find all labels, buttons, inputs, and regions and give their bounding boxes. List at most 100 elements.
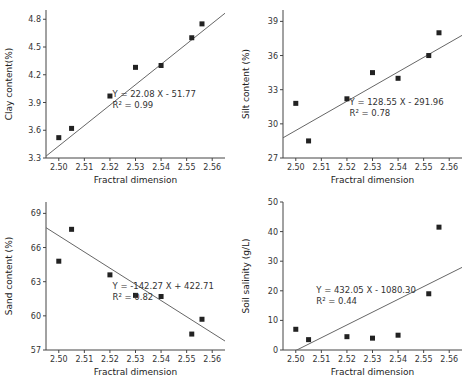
y-axis-label: Silt content (%) (241, 49, 251, 119)
x-tick-label: 2.54 (152, 163, 170, 172)
y-tick-label: 63 (31, 278, 41, 287)
x-tick (58, 158, 59, 161)
x-tick-label: 2.54 (389, 163, 407, 172)
y-tick-label: 33 (268, 86, 278, 95)
y-tick-label: 4.2 (28, 71, 41, 80)
x-tick-label: 2.54 (152, 355, 170, 364)
subplot: 2.502.512.522.532.542.552.562730333639Fr… (241, 10, 462, 185)
equation-annotation: Y = 128.55 X - 291.96 (348, 97, 443, 107)
y-tick (280, 89, 283, 90)
y-tick (280, 350, 283, 351)
y-tick (43, 247, 46, 248)
x-tick (135, 350, 136, 353)
x-tick-label: 2.51 (312, 355, 330, 364)
x-tick (109, 350, 110, 353)
plot-area (283, 30, 462, 143)
y-tick-label: 60 (31, 312, 41, 321)
x-tick-label: 2.50 (50, 163, 68, 172)
x-tick (186, 350, 187, 353)
y-tick (280, 123, 283, 124)
y-tick (43, 47, 46, 48)
x-tick (449, 350, 450, 353)
y-tick-label: 30 (268, 120, 278, 129)
y-tick-label: 39 (268, 17, 278, 26)
y-axis-line (283, 202, 284, 350)
y-tick (280, 261, 283, 262)
x-tick-label: 2.54 (389, 355, 407, 364)
data-point (293, 327, 298, 332)
y-tick (43, 158, 46, 159)
data-point (396, 333, 401, 338)
data-point (199, 21, 204, 26)
plot-area (46, 13, 225, 156)
y-axis-line (46, 10, 47, 158)
x-tick-label: 2.51 (312, 163, 330, 172)
x-tick-label: 2.51 (75, 163, 93, 172)
x-tick (423, 350, 424, 353)
data-point (133, 65, 138, 70)
regression-line (46, 228, 225, 341)
y-tick-label: 57 (31, 346, 41, 355)
equation-annotation: Y = 22.08 X - 51.77 (111, 89, 195, 99)
y-tick-label: 30 (268, 257, 278, 266)
data-point (306, 337, 311, 342)
y-tick (43, 130, 46, 131)
x-axis-label: Fractral dimension (94, 175, 177, 185)
data-point (159, 63, 164, 68)
data-point (344, 334, 349, 339)
figure: 2.50 2.51 2.52 2.53 2.54 2.55 2.56 3.3 3.6 3.9 4.2… (0, 0, 474, 384)
x-tick (84, 350, 85, 353)
x-tick (212, 158, 213, 161)
y-axis-line (283, 10, 284, 158)
y-axis-line (46, 202, 47, 350)
regression-line (283, 35, 462, 137)
y-tick-label: 40 (268, 228, 278, 237)
y-tick-label: 3.3 (28, 154, 41, 163)
data-point (159, 294, 164, 299)
data-point (370, 336, 375, 341)
x-tick (161, 158, 162, 161)
x-tick (398, 158, 399, 161)
x-tick-label: 2.52 (338, 355, 356, 364)
data-point (69, 227, 74, 232)
x-tick (321, 350, 322, 353)
subplot: 2.502.512.522.532.542.552.565760636669Fr… (4, 202, 225, 377)
x-tick-label: 2.55 (178, 163, 196, 172)
equation-annotation: Y = 432.05 X - 1080.30 (315, 285, 416, 295)
y-tick-label: 36 (268, 52, 278, 61)
data-point (306, 138, 311, 143)
x-axis-label: Fractral dimension (331, 175, 414, 185)
x-tick-label: 2.56 (203, 355, 221, 364)
data-point (56, 259, 61, 264)
equation-annotation: Y = -142.27 X + 422.71 (111, 281, 213, 291)
x-tick (109, 158, 110, 161)
x-tick (372, 158, 373, 161)
data-point (189, 35, 194, 40)
data-point (426, 291, 431, 296)
data-point (189, 332, 194, 337)
x-tick-label: 2.53 (127, 163, 145, 172)
plot-area (46, 227, 225, 341)
x-tick (423, 158, 424, 161)
plot-area (283, 225, 462, 350)
x-tick (398, 350, 399, 353)
y-tick-label: 3.6 (28, 126, 41, 135)
y-tick-label: 3.9 (28, 99, 41, 108)
y-tick (280, 231, 283, 232)
x-tick (321, 158, 322, 161)
y-tick-label: 27 (268, 154, 278, 163)
x-tick (449, 158, 450, 161)
x-tick (186, 158, 187, 161)
x-axis-label: Fractral dimension (331, 367, 414, 377)
y-tick-label: 0 (273, 346, 278, 355)
y-tick-label: 10 (268, 316, 278, 325)
x-tick-label: 2.53 (127, 355, 145, 364)
y-tick-label: 50 (268, 198, 278, 207)
x-tick-label: 2.50 (287, 355, 305, 364)
data-point (107, 272, 112, 277)
data-point (199, 317, 204, 322)
x-tick (295, 158, 296, 161)
x-tick-label: 2.56 (203, 163, 221, 172)
y-tick (43, 315, 46, 316)
y-axis-label: Sand content (%) (4, 237, 14, 315)
